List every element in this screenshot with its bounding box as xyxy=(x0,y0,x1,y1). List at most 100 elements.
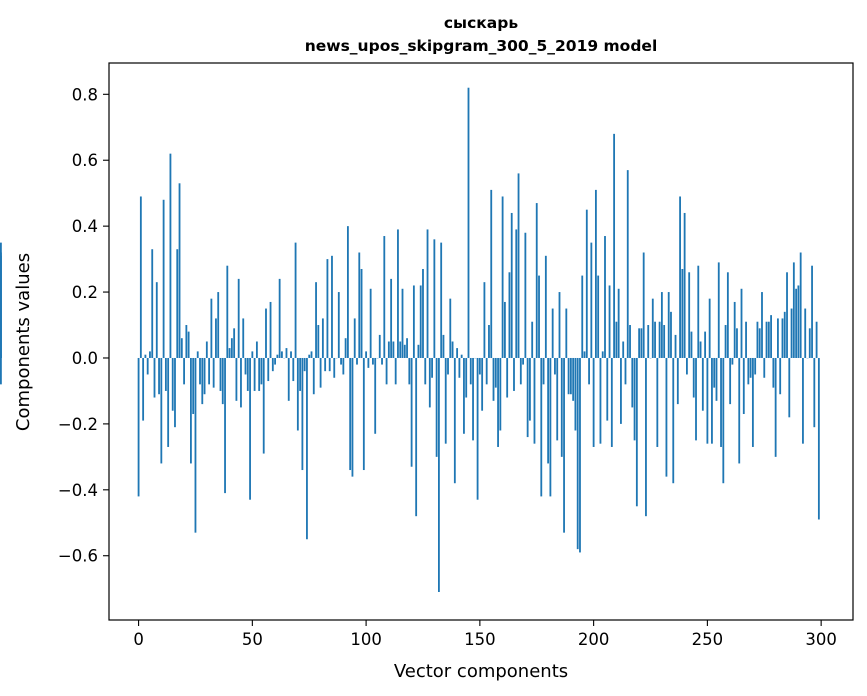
bar-component-161 xyxy=(503,301,506,358)
bar-component-93 xyxy=(349,357,352,471)
bar-component-196 xyxy=(583,351,586,358)
bar-component-63 xyxy=(281,351,283,358)
bar-component-203 xyxy=(599,357,602,444)
bar-component-281 xyxy=(777,318,779,358)
bar-component-31 xyxy=(208,357,211,385)
bar-component-239 xyxy=(681,268,684,358)
bar-component-82 xyxy=(324,357,327,372)
bar-component-90 xyxy=(342,357,345,375)
bar-component-271 xyxy=(754,357,757,375)
bar-component-253 xyxy=(713,357,716,388)
bar-component-20 xyxy=(183,357,185,385)
bar-component-47 xyxy=(244,357,247,375)
bar-component-19 xyxy=(180,338,183,358)
bar-component-293 xyxy=(804,308,807,358)
bar-component-207 xyxy=(608,285,611,358)
bar-component-144 xyxy=(465,357,468,398)
bar-component-112 xyxy=(392,341,395,358)
bar-component-151 xyxy=(481,357,484,411)
bar-component-179 xyxy=(544,255,547,358)
bar-component-59 xyxy=(271,357,274,372)
bar-component-145 xyxy=(467,87,470,358)
y-tick-label: 0.4 xyxy=(72,217,98,236)
bar-component-229 xyxy=(658,321,661,358)
bar-component-270 xyxy=(751,357,754,447)
bar-component-35 xyxy=(217,292,220,358)
bar-component-38 xyxy=(224,357,226,494)
bar-component-22 xyxy=(187,331,190,358)
bar-component-219 xyxy=(635,357,638,507)
bar-component-242 xyxy=(688,272,691,358)
bar-component-43 xyxy=(235,357,238,401)
bar-component-192 xyxy=(574,357,577,431)
bar-component-76 xyxy=(310,351,313,358)
bar-component-170 xyxy=(524,232,527,358)
bar-component-73 xyxy=(303,357,306,372)
bar-component-78 xyxy=(315,282,317,358)
bar-component-33 xyxy=(212,357,215,388)
bar-component-41 xyxy=(230,338,233,358)
bar-component-247 xyxy=(699,341,702,358)
bar-component-280 xyxy=(774,357,777,457)
bar-component-95 xyxy=(353,318,356,358)
bar-component-68 xyxy=(292,357,295,382)
y-axis-label: Components values xyxy=(13,253,34,431)
bar-component-284 xyxy=(783,311,786,358)
bar-component-62 xyxy=(278,278,281,358)
bar-component-58 xyxy=(269,301,272,358)
x-tick-label: 0 xyxy=(133,630,144,649)
bar-component-278 xyxy=(770,315,772,358)
bar-component-187 xyxy=(563,357,565,533)
bar-component-197 xyxy=(585,209,588,358)
bar-component-106 xyxy=(378,334,381,358)
y-tick-label: 0.2 xyxy=(72,283,98,302)
bar-component-65 xyxy=(285,348,288,358)
bar-component-262 xyxy=(733,301,736,358)
bar-component-146 xyxy=(469,357,472,385)
bar-component-9 xyxy=(158,357,160,395)
bar-component-118 xyxy=(406,338,408,358)
bar-component-291 xyxy=(799,252,802,358)
bar-component-257 xyxy=(722,357,725,484)
bar-component-81 xyxy=(321,318,324,358)
bar-component-297 xyxy=(813,357,816,428)
bar-component-14 xyxy=(169,153,172,358)
bar-component-180 xyxy=(547,357,550,464)
bar-component-273 xyxy=(758,328,761,358)
bar-component-199 xyxy=(590,242,593,358)
bar-component-287 xyxy=(790,308,793,358)
bar-component-264 xyxy=(738,357,741,464)
bar-component-163 xyxy=(508,272,511,358)
bar-component-252 xyxy=(711,357,713,444)
x-axis: 0 50 100 150 200 250 300 xyxy=(133,620,837,649)
bar-component-undefined xyxy=(0,357,2,385)
bar-component-175 xyxy=(535,203,538,358)
bar-component-276 xyxy=(765,321,768,358)
bar-component-186 xyxy=(560,357,563,457)
bar-component-91 xyxy=(344,338,347,358)
bar-component-108 xyxy=(383,236,386,358)
bar-component-89 xyxy=(340,357,342,365)
bar-component-156 xyxy=(492,357,495,401)
y-axis: −0.6 −0.4 −0.2 0.0 0.2 0.4 0.6 0.8 xyxy=(58,85,109,566)
bar-component-268 xyxy=(747,357,750,385)
bar-component-202 xyxy=(597,275,600,358)
bar-component-56 xyxy=(265,308,267,358)
bar-component-115 xyxy=(399,341,402,358)
y-tick-label: 0.0 xyxy=(72,349,98,368)
bar-component-12 xyxy=(164,357,167,391)
bar-component-154 xyxy=(488,325,490,358)
bar-component-36 xyxy=(219,357,222,391)
bar-component-119 xyxy=(408,357,411,385)
bar-component-130 xyxy=(433,239,436,358)
bar-component-147 xyxy=(472,357,474,441)
bar-component-42 xyxy=(233,328,236,358)
bar-component-140 xyxy=(456,348,459,358)
bar-component-198 xyxy=(588,357,590,385)
bar-component-250 xyxy=(706,357,709,444)
bar-component-18 xyxy=(178,183,181,358)
bar-component-141 xyxy=(458,357,461,378)
y-tick-label: −0.6 xyxy=(58,547,98,566)
bar-component-66 xyxy=(287,357,290,401)
